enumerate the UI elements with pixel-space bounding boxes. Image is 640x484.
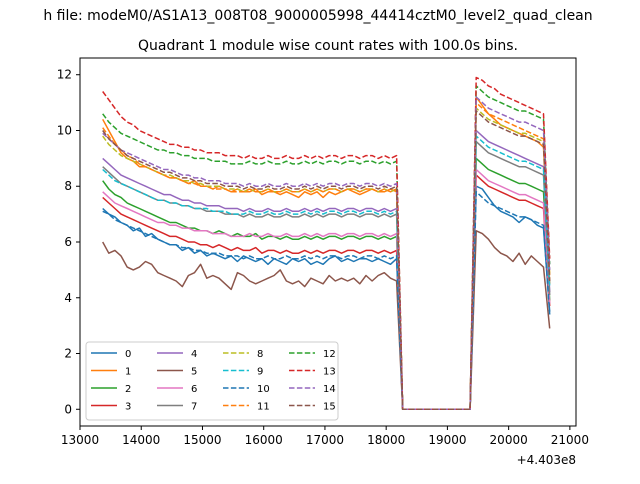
series-line-15 — [102, 110, 551, 411]
plot-area: 13000 14000 15000 16000 17000 18000 19000 20000… — [57, 57, 589, 447]
legend-label: 7 — [191, 402, 197, 413]
legend-label: 11 — [257, 402, 270, 413]
y-tick-label: 6 — [64, 235, 72, 249]
series-line-6 — [102, 168, 551, 411]
series-line-11 — [102, 101, 551, 411]
legend-label: 3 — [125, 402, 131, 413]
x-tick-label: 13000 — [61, 433, 99, 447]
series-line-14 — [102, 96, 551, 411]
y-tick-label: 2 — [64, 347, 72, 361]
series-line-12 — [102, 85, 551, 411]
series-line-8 — [102, 107, 551, 411]
x-axis: 13000 14000 15000 16000 17000 18000 19000 20000… — [61, 426, 589, 447]
legend-label: 6 — [191, 384, 197, 395]
x-tick-label: 20000 — [490, 433, 528, 447]
legend-label: 8 — [257, 349, 263, 360]
legend-label: 10 — [257, 384, 270, 395]
x-tick-label: 18000 — [367, 433, 405, 447]
y-tick-label: 8 — [64, 179, 72, 193]
series-layer — [102, 76, 551, 411]
chart-title: Quadrant 1 module wise count rates with … — [138, 38, 518, 54]
y-tick-label: 12 — [57, 68, 72, 82]
series-line-4 — [102, 129, 551, 411]
x-tick-label: 17000 — [306, 433, 344, 447]
x-tick-label: 15000 — [183, 433, 221, 447]
y-tick-label: 10 — [57, 123, 72, 137]
x-offset-label: +4.403e8 — [517, 453, 576, 467]
series-line-2 — [102, 157, 551, 411]
series-line-3 — [102, 174, 551, 411]
legend-box — [85, 341, 339, 421]
x-tick-label: 16000 — [245, 433, 283, 447]
series-line-9 — [102, 135, 551, 411]
x-tick-label: 14000 — [122, 433, 160, 447]
y-tick-label: 4 — [64, 291, 72, 305]
legend-label: 12 — [323, 349, 336, 360]
legend-label: 5 — [191, 367, 197, 378]
legend-label: 4 — [191, 349, 197, 360]
legend-label: 0 — [125, 349, 131, 360]
legend-label: 15 — [323, 402, 336, 413]
legend-label: 9 — [257, 367, 263, 378]
y-tick-label: 0 — [64, 402, 72, 416]
legend-label: 13 — [323, 367, 336, 378]
legend-label: 14 — [323, 384, 336, 395]
series-line-10 — [102, 191, 551, 411]
x-tick-label: 19000 — [428, 433, 466, 447]
series-line-13 — [102, 76, 551, 411]
legend-label: 1 — [125, 367, 131, 378]
x-tick-label: 21000 — [551, 433, 589, 447]
legend-label: 2 — [125, 384, 131, 395]
figure-suptitle: h file: modeM0/AS1A13_008T08_9000005998_… — [43, 8, 592, 24]
series-line-5 — [102, 230, 551, 411]
y-axis: 0 2 4 6 8 10 12 — [57, 68, 80, 416]
